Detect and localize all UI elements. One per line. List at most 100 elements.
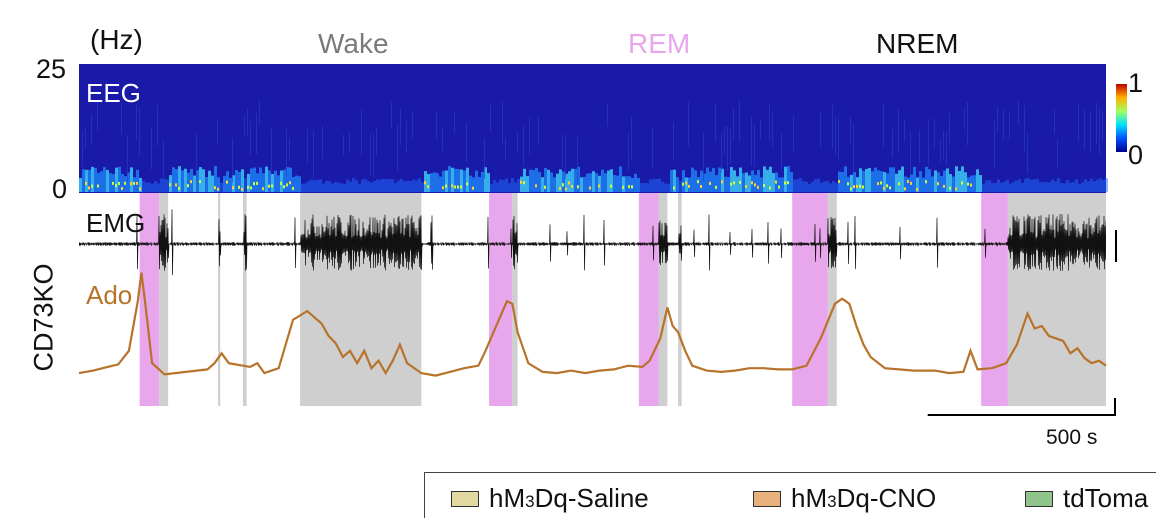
eeg-hotspot	[133, 181, 135, 185]
eeg-band	[841, 172, 844, 192]
eeg-hotspot	[916, 187, 918, 191]
eeg-band	[172, 167, 175, 192]
eeg-hotspot	[739, 180, 741, 184]
eeg-band	[730, 167, 733, 192]
eeg-band	[427, 173, 430, 192]
eeg-band	[916, 177, 919, 192]
eeg-band	[877, 170, 880, 192]
eeg-band	[94, 167, 97, 192]
eeg-hotspot	[523, 181, 525, 185]
eeg-band	[781, 177, 784, 192]
state-shading	[139, 193, 1106, 406]
eeg-band	[463, 170, 466, 192]
eeg-band	[454, 168, 457, 192]
eeg-streak	[835, 116, 836, 154]
eeg-band	[574, 168, 577, 192]
eeg-hotspot	[214, 186, 216, 190]
eeg-band	[949, 174, 952, 192]
eeg-band	[472, 177, 475, 192]
eeg-hotspot	[568, 181, 570, 185]
eeg-band	[286, 166, 289, 192]
eeg-band	[1012, 182, 1015, 192]
eeg-streak	[250, 121, 251, 155]
eeg-streak	[412, 111, 413, 140]
eeg-band	[331, 183, 334, 192]
eeg-hotspot	[232, 186, 234, 190]
eeg-hotspot	[907, 180, 909, 184]
eeg-band	[1066, 180, 1069, 192]
eeg-hotspot	[217, 187, 219, 191]
eeg-band	[913, 166, 916, 192]
eeg-band	[550, 172, 553, 192]
eeg-streak	[577, 136, 578, 185]
eeg-hotspot	[673, 186, 675, 190]
eeg-streak	[1003, 108, 1004, 141]
eeg-band	[985, 180, 988, 192]
eeg-band	[826, 180, 829, 192]
eeg-band	[724, 176, 727, 192]
state-block-rem	[638, 193, 659, 406]
eeg-hotspot	[238, 185, 240, 189]
eeg-band	[394, 182, 397, 192]
eeg-hotspot	[424, 181, 426, 185]
eeg-streak	[1018, 101, 1019, 125]
eeg-band	[457, 169, 460, 192]
eeg-band	[403, 181, 406, 192]
eeg-band	[505, 178, 508, 192]
eeg-hotspot	[955, 187, 957, 191]
eeg-hotspot	[292, 186, 294, 190]
eeg-hotspot	[289, 181, 291, 185]
eeg-streak	[121, 103, 122, 136]
eeg-streak	[739, 100, 740, 142]
eeg-band	[220, 182, 223, 192]
eeg-band	[874, 167, 877, 192]
eeg-streak	[943, 131, 944, 160]
eeg-band	[706, 167, 709, 192]
eeg-band	[829, 183, 832, 192]
eeg-band	[502, 180, 505, 192]
eeg-band	[88, 169, 91, 192]
eeg-band	[166, 179, 169, 192]
eeg-streak	[751, 116, 752, 166]
eeg-hotspot	[688, 184, 690, 188]
eeg-streak	[1009, 112, 1010, 141]
eeg-hotspot	[124, 181, 126, 185]
eeg-band	[181, 170, 184, 192]
eeg-band	[661, 181, 664, 192]
eeg-streak	[400, 108, 401, 146]
eeg-band	[79, 177, 82, 192]
eeg-band	[106, 170, 109, 192]
eeg-band	[844, 166, 847, 192]
state-label-wake: Wake	[318, 28, 389, 59]
eeg-streak	[454, 112, 455, 134]
eeg-band	[895, 173, 898, 192]
eeg-band	[232, 175, 235, 192]
eeg-band	[199, 167, 202, 192]
eeg-band	[652, 179, 655, 192]
eeg-streak	[529, 117, 530, 155]
state-block-wake	[218, 193, 221, 406]
eeg-band	[511, 178, 514, 192]
eeg-band	[1102, 179, 1105, 192]
eeg-hotspot	[91, 184, 93, 188]
eeg-streak	[91, 114, 92, 145]
eeg-band	[223, 175, 226, 192]
eeg-hotspot	[118, 182, 120, 186]
eeg-hotspot	[97, 184, 99, 188]
eeg-band	[907, 177, 910, 192]
eeg-streak	[631, 116, 632, 160]
eeg-band	[163, 178, 166, 192]
eeg-band	[136, 169, 139, 192]
eeg-band	[265, 166, 268, 192]
eeg-streak	[307, 129, 308, 165]
eeg-band	[544, 168, 547, 192]
eeg-band	[1051, 179, 1054, 192]
eeg-band	[673, 169, 676, 192]
eeg-streak	[1096, 102, 1097, 144]
eeg-band	[799, 178, 802, 192]
eeg-band	[1039, 182, 1042, 192]
eeg-band	[319, 179, 322, 192]
eeg-streak	[940, 139, 941, 163]
eeg-band	[571, 168, 574, 192]
eeg-streak	[754, 125, 755, 167]
